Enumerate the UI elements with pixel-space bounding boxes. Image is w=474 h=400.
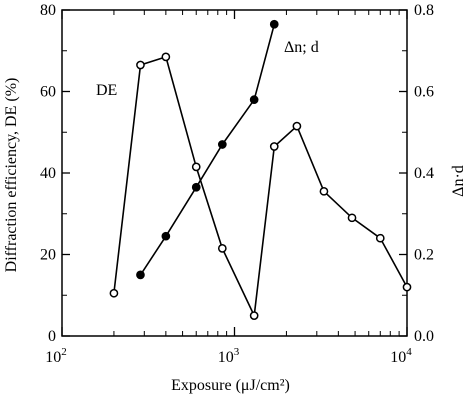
series-label-de: DE (96, 82, 117, 99)
x-axis-label: Exposure (μJ/cm²) (171, 377, 290, 394)
plot-frame (61, 9, 408, 337)
tick-marks (61, 9, 408, 337)
de-point (292, 121, 302, 131)
series-line-0 (113, 55, 408, 319)
y-left-tick-label: 60 (40, 84, 56, 101)
series-label-dnd: Δn; d (284, 39, 319, 56)
de-point (161, 52, 171, 62)
dnd-point (161, 231, 171, 241)
y-left-tick-label: 80 (40, 2, 56, 19)
dnd-point (191, 182, 201, 192)
y-left-tick-label: 20 (40, 247, 56, 264)
y-axis-right-label: Δn·d (450, 165, 467, 197)
y-axis-left-label: Diffraction efficiency, DE (%) (3, 78, 20, 273)
y-right-tick-label: 0.2 (414, 247, 434, 264)
de-point (319, 186, 329, 196)
x-tick-label: 102 (45, 346, 67, 366)
dnd-point (217, 140, 227, 149)
series-line-1 (139, 24, 276, 276)
de-point (191, 162, 201, 172)
y-right-tick-label: 0.4 (414, 165, 434, 182)
dnd-point (136, 270, 145, 280)
de-point (249, 311, 259, 320)
de-point (136, 60, 145, 70)
de-point (109, 288, 119, 298)
de-point (347, 213, 357, 223)
de-point (402, 282, 412, 292)
de-point (269, 142, 279, 151)
x-tick-label: 104 (390, 346, 412, 366)
y-right-tick-label: 0.0 (414, 328, 434, 345)
dnd-point (269, 19, 279, 29)
x-tick-label: 103 (218, 346, 240, 366)
y-left-tick-label: 40 (40, 165, 56, 182)
y-right-tick-label: 0.8 (414, 2, 434, 19)
de-point (217, 244, 227, 253)
y-left-tick-label: 0 (48, 328, 56, 345)
y-right-tick-label: 0.6 (414, 84, 434, 101)
dnd-point (249, 95, 259, 105)
de-point (375, 233, 385, 243)
